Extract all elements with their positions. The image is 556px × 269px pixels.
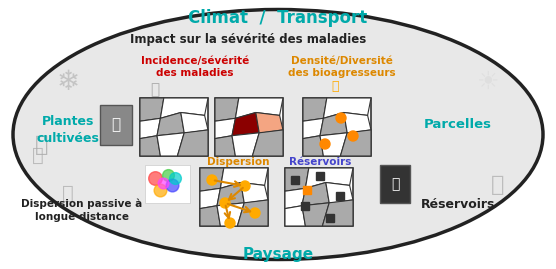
Polygon shape [215, 118, 235, 139]
Bar [140, 98, 208, 156]
Bar [285, 168, 353, 226]
Polygon shape [285, 168, 309, 191]
Polygon shape [140, 98, 164, 121]
Bar [303, 186, 311, 194]
Polygon shape [140, 136, 160, 156]
Circle shape [348, 131, 358, 141]
Circle shape [220, 198, 230, 208]
Circle shape [225, 218, 235, 228]
Text: ☀: ☀ [477, 70, 499, 94]
Polygon shape [157, 133, 184, 156]
Bar [303, 98, 371, 156]
Polygon shape [215, 136, 235, 156]
Circle shape [336, 113, 346, 123]
Point [156, 188, 165, 192]
Text: 🚛: 🚛 [62, 183, 74, 203]
Polygon shape [140, 118, 160, 139]
Bar [336, 192, 344, 200]
Text: 🌧: 🌧 [492, 175, 505, 195]
Circle shape [240, 181, 250, 191]
Polygon shape [200, 188, 220, 208]
Bar [291, 176, 299, 184]
Circle shape [207, 175, 217, 185]
Polygon shape [303, 136, 324, 156]
Polygon shape [305, 168, 353, 188]
Text: 〰: 〰 [36, 135, 49, 155]
Point [163, 173, 172, 177]
Polygon shape [256, 112, 283, 133]
Polygon shape [200, 168, 224, 191]
Polygon shape [344, 112, 371, 133]
Polygon shape [302, 203, 329, 226]
Text: ❄: ❄ [56, 68, 80, 96]
Text: Impact sur la sévérité des maladies: Impact sur la sévérité des maladies [130, 34, 366, 47]
Polygon shape [200, 206, 220, 226]
Polygon shape [324, 98, 371, 118]
Circle shape [250, 208, 260, 218]
Bar [380, 165, 410, 203]
Polygon shape [157, 112, 184, 136]
Ellipse shape [13, 9, 543, 260]
Bar [326, 214, 334, 222]
Polygon shape [320, 133, 347, 156]
Polygon shape [285, 188, 305, 208]
Bar [145, 165, 190, 203]
Text: 🌿: 🌿 [391, 177, 399, 191]
Polygon shape [302, 182, 329, 206]
Point [158, 181, 167, 185]
Polygon shape [215, 98, 239, 121]
Polygon shape [320, 112, 347, 136]
Point [171, 176, 180, 180]
Bar [316, 172, 324, 180]
Bar [301, 202, 309, 210]
Polygon shape [237, 200, 268, 226]
Bar [200, 168, 268, 226]
Polygon shape [217, 182, 244, 206]
Text: Incidence/sévérité
des maladies: Incidence/sévérité des maladies [141, 56, 249, 78]
Polygon shape [160, 98, 208, 118]
Circle shape [320, 139, 330, 149]
Text: Dispersion: Dispersion [207, 157, 269, 167]
Text: Plantes
cultivées: Plantes cultivées [37, 115, 100, 145]
Text: 〰: 〰 [32, 146, 44, 165]
Polygon shape [252, 130, 283, 156]
Polygon shape [232, 133, 259, 156]
Text: Climat  /  Transport: Climat / Transport [188, 9, 368, 27]
Polygon shape [217, 203, 244, 226]
Text: Paysage: Paysage [242, 247, 314, 263]
Polygon shape [303, 118, 324, 139]
Polygon shape [326, 182, 353, 203]
Text: Parcelles: Parcelles [424, 119, 492, 132]
Polygon shape [232, 112, 259, 136]
Polygon shape [322, 200, 353, 226]
Text: Densité/Diversité
des bioagresseurs: Densité/Diversité des bioagresseurs [288, 56, 396, 78]
Bar [100, 105, 132, 145]
Polygon shape [220, 168, 268, 188]
Point [167, 183, 176, 187]
Polygon shape [303, 98, 327, 121]
Polygon shape [177, 130, 208, 156]
Polygon shape [340, 130, 371, 156]
Polygon shape [241, 182, 268, 203]
Polygon shape [285, 206, 305, 226]
Text: Réservoirs: Réservoirs [289, 157, 351, 167]
Polygon shape [235, 98, 283, 118]
Text: 🌱: 🌱 [111, 118, 121, 133]
Text: 🦠: 🦠 [331, 80, 339, 94]
Bar [215, 98, 283, 156]
Text: 🍂: 🍂 [151, 83, 160, 97]
Polygon shape [181, 112, 208, 133]
Point [151, 176, 160, 180]
Text: Dispersion passive à
longue distance: Dispersion passive à longue distance [21, 198, 143, 222]
Text: Réservoirs: Réservoirs [421, 199, 495, 211]
